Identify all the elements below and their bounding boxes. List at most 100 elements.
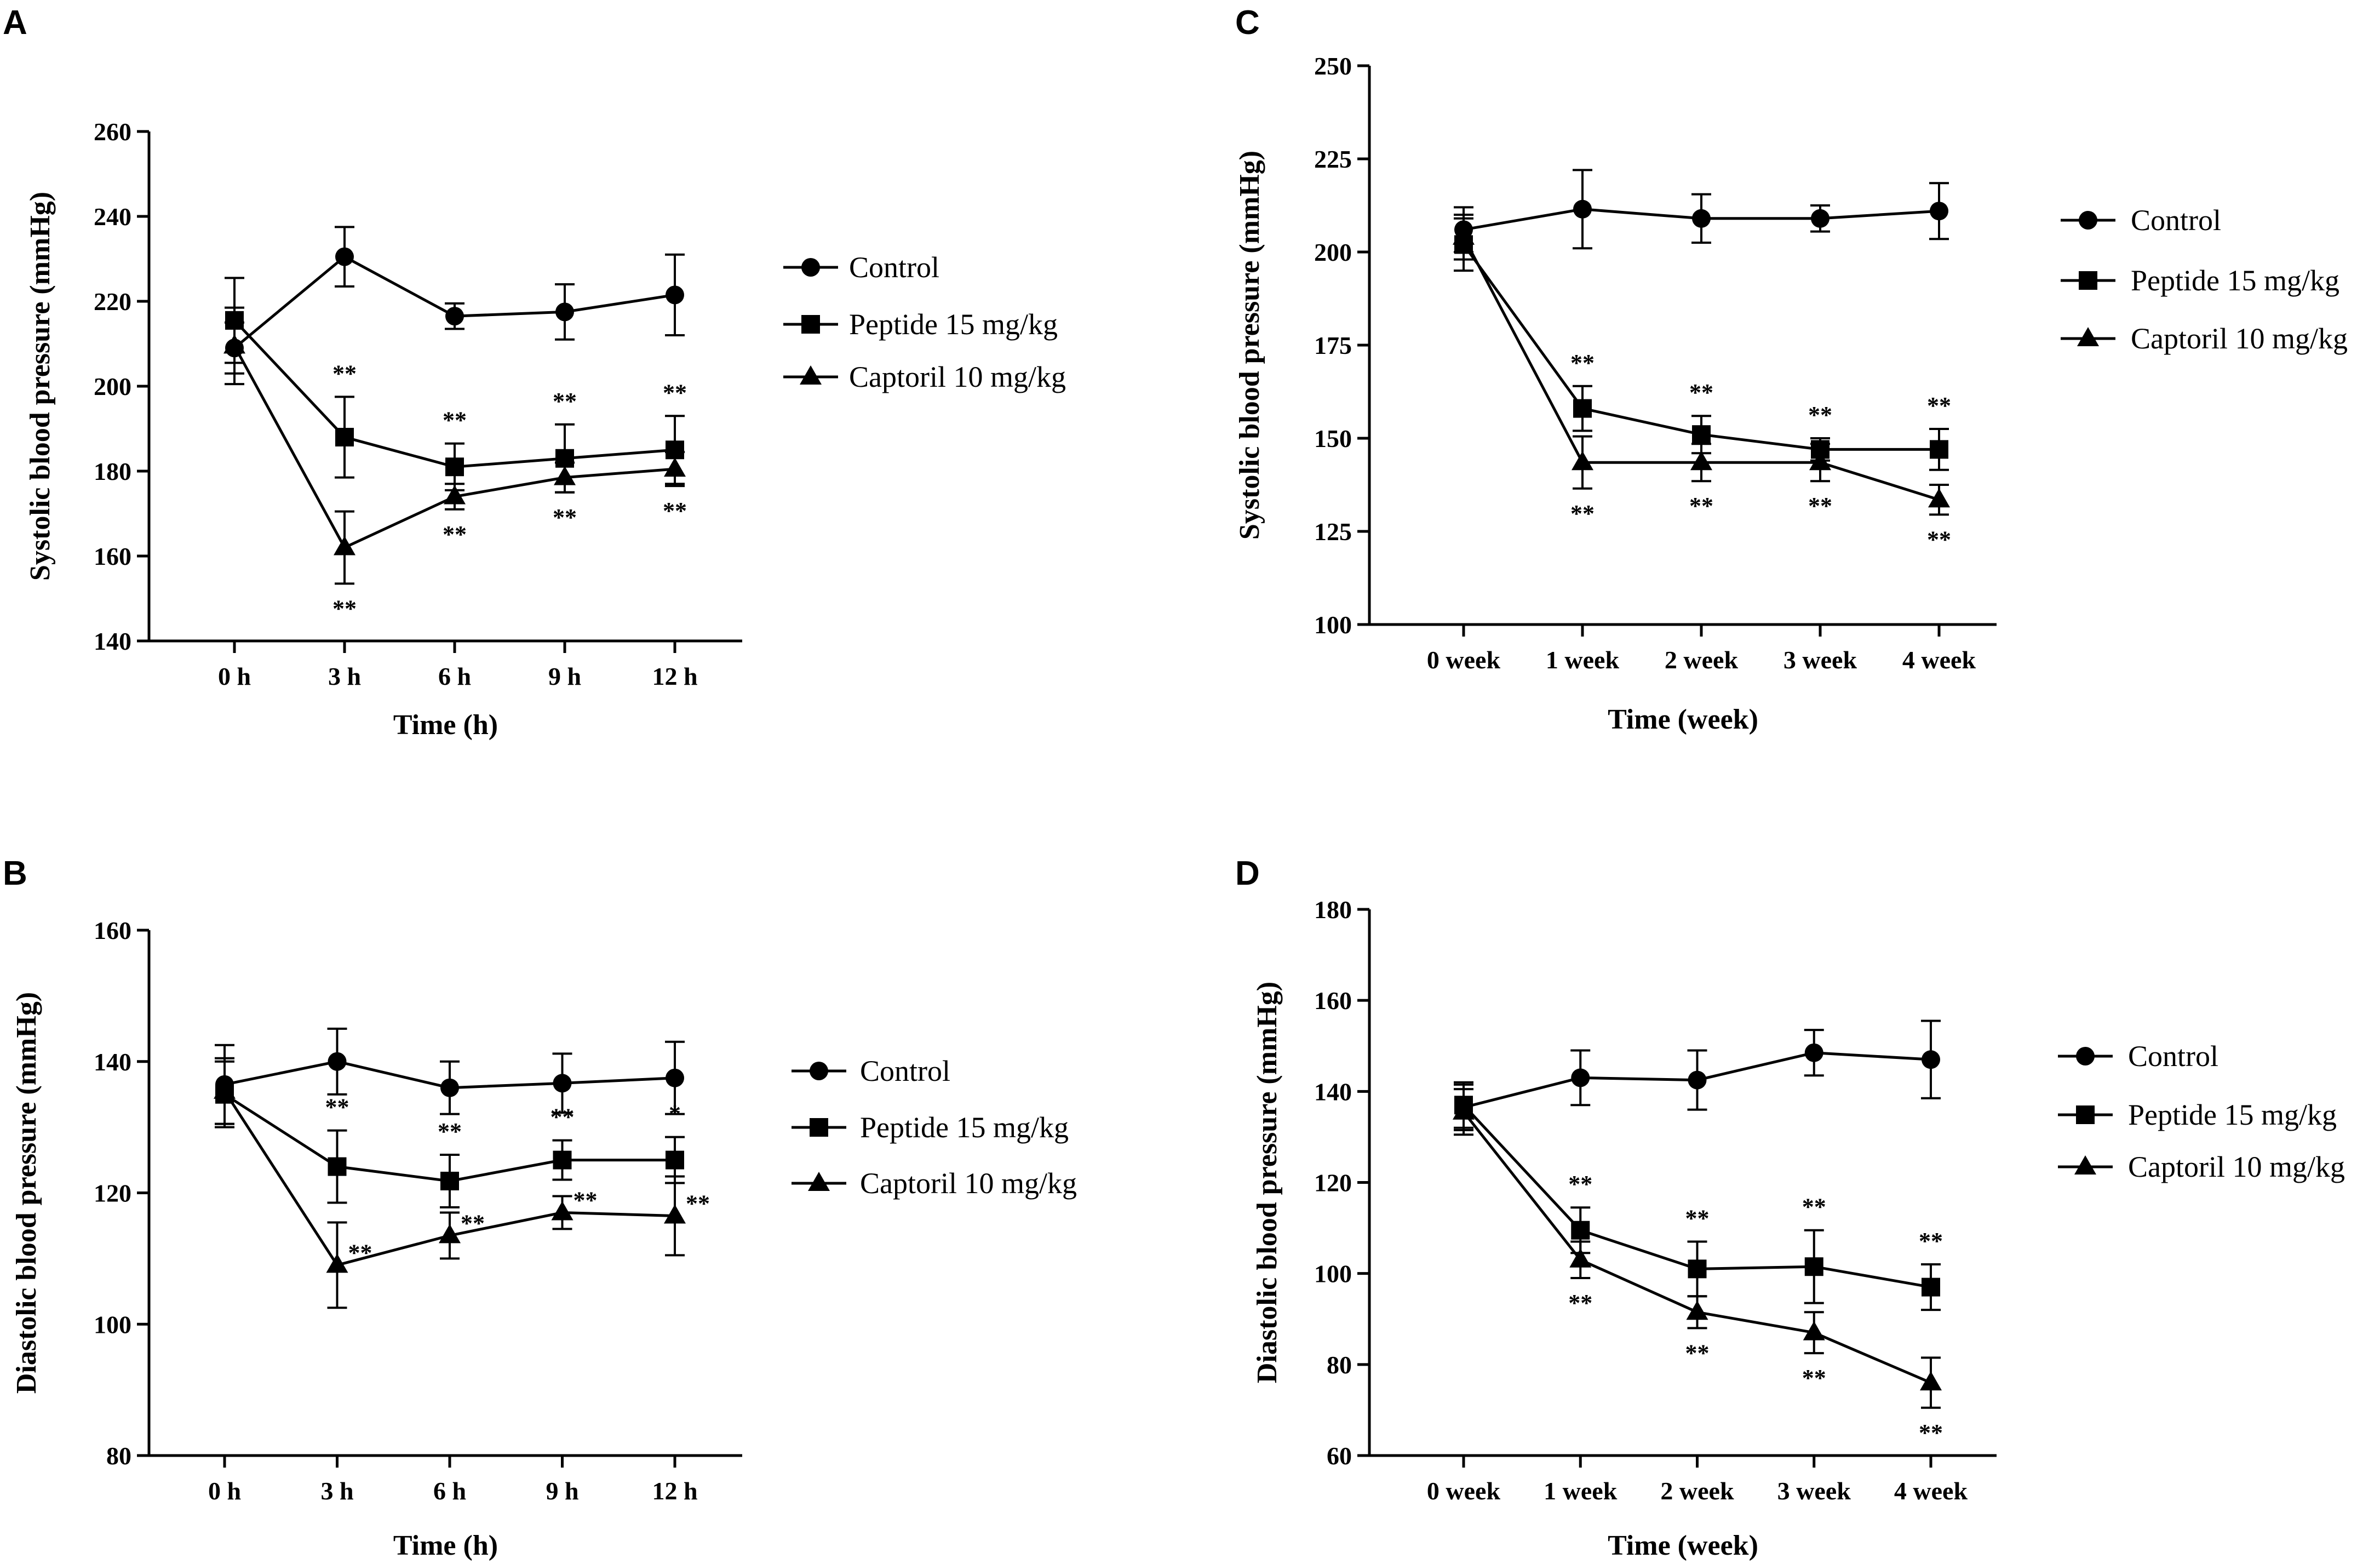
legend-marker — [2074, 1155, 2096, 1175]
data-point — [1572, 451, 1593, 471]
x-tick-label: 1 week — [1544, 1477, 1618, 1505]
data-point — [223, 334, 245, 354]
data-point — [553, 1074, 572, 1093]
y-tick-label: 100 — [1314, 1260, 1352, 1288]
x-tick-label: 6 h — [433, 1477, 466, 1505]
legend-label: Peptide 15 mg/kg — [2128, 1098, 2337, 1131]
x-axis-title: Time (h) — [393, 1530, 498, 1561]
legend-marker — [801, 258, 820, 277]
data-point — [1692, 425, 1711, 444]
data-point — [664, 457, 686, 477]
y-tick-label: 160 — [94, 542, 131, 570]
series-control: Control — [1454, 1019, 2218, 1131]
panel-a: A 140 160 180 200 220 240 260 0 h 3 h 6 h 9 h 12 h Ti… — [3, 4, 1066, 741]
y-axis-title: Diastolic blood pressure (mmHg) — [1252, 982, 1283, 1383]
legend-marker — [801, 315, 820, 334]
y-tick-label: 260 — [94, 118, 131, 146]
data-point — [1930, 202, 1948, 221]
data-point — [440, 1078, 459, 1097]
significance-label: ** — [1689, 379, 1713, 406]
y-tick-label: 140 — [94, 1048, 131, 1076]
y-tick-label: 220 — [94, 288, 131, 316]
data-point — [444, 485, 466, 505]
data-point — [1922, 1050, 1940, 1069]
y-tick-label: 100 — [94, 1310, 131, 1338]
legend-marker — [810, 1062, 828, 1080]
data-point — [1804, 1257, 1823, 1276]
data-point — [666, 1068, 684, 1087]
x-tick-label: 4 week — [1894, 1477, 1968, 1505]
series-captoril-10-mg-kg: ** ** ** ** Captoril 10 mg/kg — [223, 306, 1066, 622]
legend-marker — [2079, 271, 2097, 290]
significance-label: ** — [1808, 402, 1832, 428]
significance-label: ** — [1802, 1365, 1826, 1391]
y-tick-label: 160 — [1314, 987, 1352, 1015]
legend-marker — [800, 365, 822, 385]
legend-label: Captoril 10 mg/kg — [2131, 322, 2348, 355]
panel-letter: A — [3, 4, 27, 42]
legend-marker — [2077, 327, 2099, 346]
significance-label: ** — [348, 1239, 372, 1266]
x-tick-label: 12 h — [652, 1477, 697, 1505]
significance-label: ** — [1685, 1205, 1710, 1232]
legend-label: Captoril 10 mg/kg — [2128, 1150, 2345, 1183]
legend-label: Control — [860, 1055, 950, 1087]
data-point — [1573, 199, 1592, 219]
x-tick-label: 0 week — [1427, 1477, 1501, 1505]
data-point — [1922, 1277, 1940, 1297]
significance-label: ** — [1568, 1171, 1592, 1198]
data-point — [1920, 1371, 1942, 1391]
x-tick-label: 2 week — [1665, 646, 1739, 674]
significance-label: ** — [574, 1187, 598, 1213]
series-captoril-10-mg-kg: ** ** ** ** Captoril 10 mg/kg — [214, 1057, 1077, 1309]
x-axis-title: Time (h) — [393, 709, 498, 741]
x-tick-label: 6 h — [438, 662, 471, 690]
series-control: Control — [225, 226, 939, 375]
significance-label: ** — [553, 504, 577, 531]
series-peptide-15-mg-kg: ** ** ** ** Peptide 15 mg/kg — [1454, 217, 2339, 471]
significance-label: ** — [553, 388, 577, 415]
y-axis-title: Systolic blood pressure (mmHg) — [1234, 151, 1265, 540]
significance-label: ** — [461, 1210, 485, 1236]
y-tick-label: 120 — [1314, 1169, 1352, 1197]
legend-label: Peptide 15 mg/kg — [860, 1111, 1069, 1144]
data-point — [666, 285, 684, 305]
series-peptide-15-mg-kg: ****** * Peptide 15 mg/kg — [215, 1060, 1069, 1208]
y-tick-label: 200 — [1314, 238, 1352, 266]
significance-label: ** — [1570, 500, 1595, 527]
significance-label: ** — [1808, 492, 1832, 519]
y-tick-label: 250 — [1314, 52, 1352, 80]
y-tick-label: 175 — [1314, 331, 1352, 359]
significance-label: ** — [1802, 1194, 1826, 1221]
significance-label: ** — [1689, 492, 1713, 519]
data-point — [1930, 440, 1948, 459]
data-point — [439, 1224, 461, 1244]
x-tick-label: 2 week — [1660, 1477, 1734, 1505]
significance-label: ** — [443, 407, 467, 434]
legend-label: Captoril 10 mg/kg — [860, 1167, 1077, 1200]
y-axis-title: Diastolic blood pressure (mmHg) — [11, 992, 42, 1394]
x-tick-label: 0 week — [1427, 646, 1501, 674]
y-tick-label: 240 — [94, 203, 131, 231]
data-point — [335, 428, 354, 446]
significance-label: ** — [1570, 350, 1595, 376]
y-tick-label: 225 — [1314, 145, 1352, 173]
data-point — [1688, 1259, 1707, 1279]
data-point — [666, 1150, 684, 1170]
significance-label: ** — [332, 595, 357, 622]
panel-c: C 100 125 150 175 200 225 250 0 week 1 week 2 week… — [1234, 4, 2348, 735]
legend-label: Control — [849, 251, 939, 284]
data-point — [551, 1201, 574, 1221]
series-captoril-10-mg-kg: ** ** ** ** Captoril 10 mg/kg — [1453, 1088, 2345, 1446]
y-tick-label: 100 — [1314, 611, 1352, 639]
x-tick-label: 3 week — [1777, 1477, 1851, 1505]
y-tick-label: 140 — [94, 627, 131, 655]
x-tick-label: 3 h — [328, 662, 361, 690]
significance-label: ** — [550, 1104, 575, 1131]
data-point — [1686, 1301, 1708, 1320]
data-point — [440, 1171, 459, 1190]
significance-label: ** — [332, 360, 357, 387]
panel-letter: C — [1235, 4, 1260, 42]
data-point — [1811, 209, 1830, 228]
panel-letter: B — [3, 855, 27, 892]
